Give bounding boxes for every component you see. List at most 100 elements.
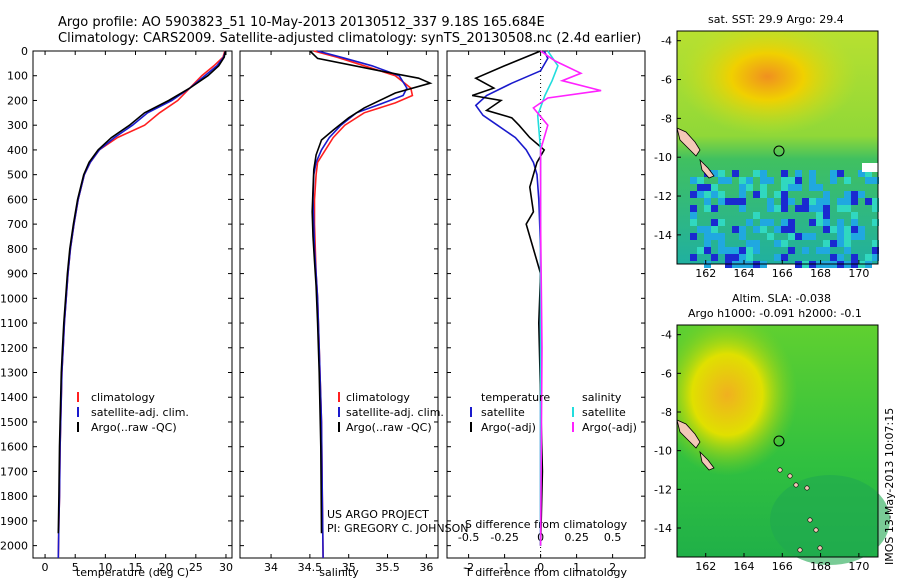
x-axis-label: salinity: [319, 566, 359, 579]
sst-pixel: [690, 177, 697, 184]
sst-pixel: [788, 177, 795, 184]
map-y-tick-label: -12: [654, 483, 672, 496]
sst-pixel: [851, 226, 858, 233]
x-tick-label: 20: [159, 561, 173, 574]
legend-label-satellite: satellite-adj. clim.: [91, 406, 189, 419]
map-x-tick-label: 162: [695, 560, 716, 573]
island-shape: [699, 158, 715, 179]
sst-pixel: [809, 198, 816, 205]
sst-pixel: [746, 219, 753, 226]
x2-axis-label: S difference from climatology: [465, 518, 628, 531]
sst-pixel: [739, 177, 746, 184]
sst-pixel: [746, 177, 753, 184]
sst-pixel: [781, 198, 788, 205]
sst-pixel: [823, 191, 830, 198]
map-x-tick-label: 168: [810, 267, 831, 280]
sst-pixel: [746, 240, 753, 247]
sst-pixel: [718, 219, 725, 226]
sst-pixel: [767, 177, 774, 184]
sst-pixel: [739, 226, 746, 233]
small-islands: [777, 467, 823, 553]
sst-pixel: [830, 240, 837, 247]
small-island: [797, 547, 803, 553]
sst-pixel: [725, 254, 732, 261]
sst-pixel: [837, 226, 844, 233]
y-tick-label: 1800: [0, 490, 28, 503]
sst-pixel: [865, 170, 872, 177]
sst-pixel: [830, 226, 837, 233]
sst-pixel: [795, 170, 802, 177]
sst-pixel: [711, 191, 718, 198]
sst-pixel: [844, 226, 851, 233]
sst-pixel: [837, 170, 844, 177]
legend-swatch-t-argo: [470, 422, 472, 432]
sst-pixel: [788, 247, 795, 254]
y-tick-label: 2000: [0, 540, 28, 553]
map-y-tick-label: -4: [661, 35, 672, 48]
sst-pixel: [816, 247, 823, 254]
sst-pixel: [718, 198, 725, 205]
sst-pixel: [781, 254, 788, 261]
argo-location-marker: [773, 435, 785, 447]
sst-pixel: [718, 247, 725, 254]
sst-pixel: [725, 177, 732, 184]
sst-map: sat. SST: 29.9 Argo: 29.4 162 164 166 168 17…: [654, 13, 879, 280]
sst-pixel: [739, 191, 746, 198]
y-tick-label: 400: [7, 144, 28, 157]
sst-pixel: [844, 205, 851, 212]
sst-pixel: [746, 247, 753, 254]
side-timestamp: IMOS 13-May-2013 10:07:15: [883, 408, 896, 565]
x-axis-label: T difference from climatology: [464, 566, 627, 579]
sst-pixel: [823, 212, 830, 219]
series-line: [532, 50, 602, 546]
sst-pixel: [816, 184, 823, 191]
sst-pixel: [823, 226, 830, 233]
sst-pixel: [837, 233, 844, 240]
y-tick-label: 100: [7, 70, 28, 83]
sst-pixel: [760, 177, 767, 184]
sst-pixel: [781, 184, 788, 191]
sst-pixel: [690, 233, 697, 240]
sst-pixel: [690, 212, 697, 219]
sst-pixel: [851, 198, 858, 205]
small-island: [793, 482, 799, 488]
map-x-tick-label: 164: [734, 560, 755, 573]
legend-label-t-satellite: satellite: [481, 406, 525, 419]
sst-pixel: [704, 184, 711, 191]
x-tick-label: -1: [499, 561, 510, 574]
sst-pixel: [753, 170, 760, 177]
sst-pixel: [851, 212, 858, 219]
sst-pixel: [760, 184, 767, 191]
sst-pixel: [809, 177, 816, 184]
sst-pixel: [809, 184, 816, 191]
legend-swatch-s-argo: [572, 422, 574, 432]
small-island: [777, 467, 783, 473]
sst-warm-region: [677, 31, 878, 161]
small-island: [804, 485, 810, 491]
x-tick-label: 30: [219, 561, 233, 574]
sst-pixel: [802, 247, 809, 254]
legend-swatch-argo: [338, 422, 340, 432]
sst-pixel: [837, 240, 844, 247]
sst-pixel: [690, 205, 697, 212]
sst-pixel: [844, 233, 851, 240]
sst-pixel: [711, 205, 718, 212]
sst-pixel: [732, 170, 739, 177]
sst-pixel: [844, 177, 851, 184]
map-x-tick-label: 166: [772, 560, 793, 573]
salinity-legend: climatology satellite-adj. clim. Argo(..…: [338, 391, 444, 434]
sst-pixel: [872, 254, 879, 261]
sst-pixel: [823, 240, 830, 247]
sst-pixel: [725, 247, 732, 254]
legend-swatch-t-satellite: [470, 407, 472, 417]
sst-pixel: [858, 226, 865, 233]
x-tick-label: 34.5: [298, 561, 323, 574]
sst-pixel: [788, 219, 795, 226]
sst-pixel: [872, 240, 879, 247]
sst-map-title: sat. SST: 29.9 Argo: 29.4: [708, 13, 844, 26]
sst-pixel: [858, 170, 865, 177]
y-tick-label: 600: [7, 193, 28, 206]
sst-pixel: [865, 254, 872, 261]
sst-pixel: [795, 184, 802, 191]
sst-pixel: [732, 254, 739, 261]
